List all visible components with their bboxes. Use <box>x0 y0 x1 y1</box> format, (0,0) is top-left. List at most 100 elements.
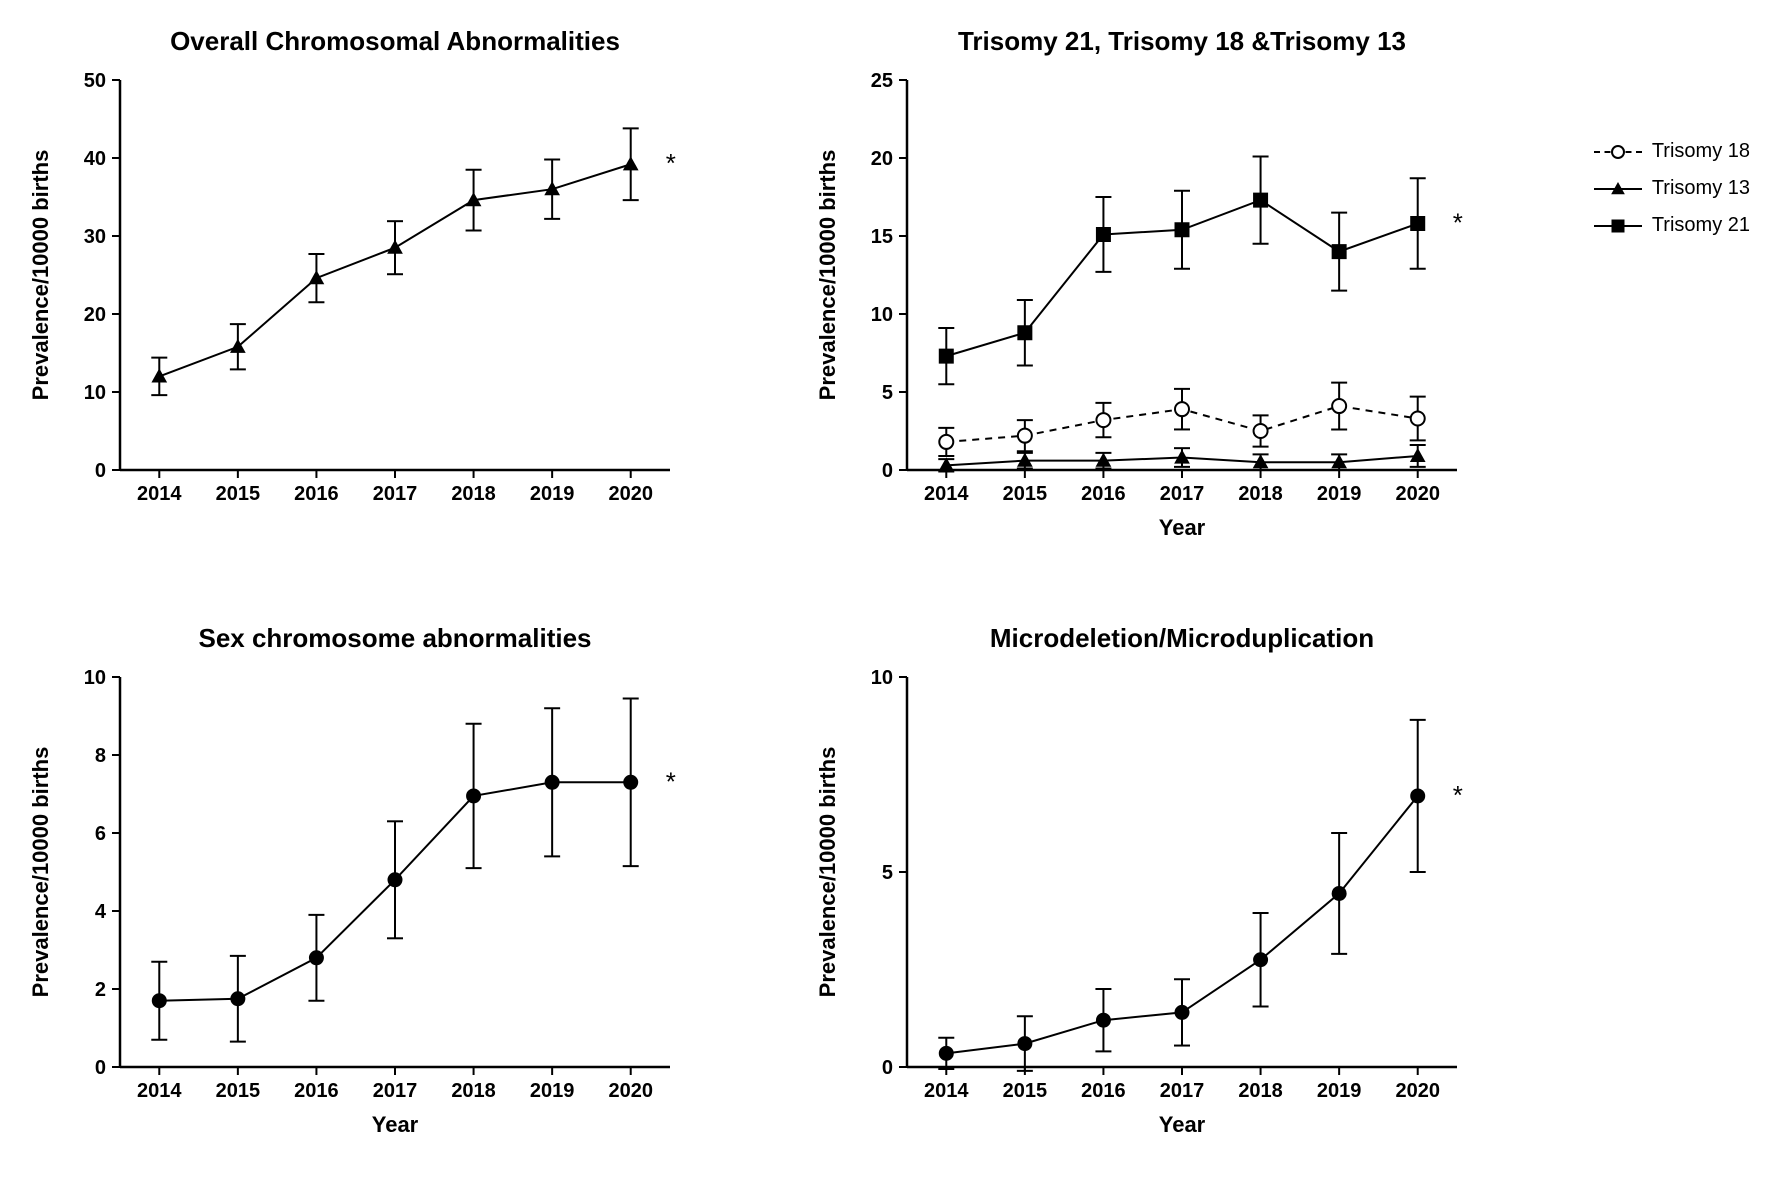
legend-label: Trisomy 21 <box>1652 214 1750 237</box>
chart-trisomy: Trisomy 21, Trisomy 18 &Trisomy 13 0 5 10 15… <box>807 20 1507 560</box>
marker-square <box>1096 227 1110 241</box>
marker-circle <box>1411 788 1425 802</box>
x-tick-label: 2014 <box>137 483 182 505</box>
y-tick-label: 20 <box>871 148 893 170</box>
legend-marker-icon <box>1610 181 1626 197</box>
x-tick-label: 2017 <box>1160 483 1205 505</box>
marker-square <box>1411 217 1425 231</box>
chart-title: Overall Chromosomal Abnormalities <box>170 26 620 56</box>
y-tick-label: 25 <box>871 70 893 92</box>
marker-square <box>1175 223 1189 237</box>
x-tick-label: 2019 <box>530 483 575 505</box>
marker-circle <box>939 1046 953 1060</box>
legend-item: Trisomy 13 <box>1594 177 1750 200</box>
marker-open-circle <box>1018 429 1032 443</box>
marker-open-circle <box>939 435 953 449</box>
legend-swatch <box>1594 216 1642 236</box>
chart-micro: Microdeletion/Microduplication0510201420… <box>807 617 1507 1157</box>
marker-circle <box>545 775 559 789</box>
y-tick-label: 10 <box>871 304 893 326</box>
legend: Trisomy 18 Trisomy 13 Trisomy 21 <box>1594 140 1750 251</box>
marker-circle <box>624 775 638 789</box>
legend-swatch <box>1594 179 1642 199</box>
x-tick-label: 2016 <box>1081 483 1126 505</box>
x-tick-label: 2015 <box>1003 1080 1048 1102</box>
x-tick-label: 2020 <box>1395 1080 1440 1102</box>
marker-open-circle <box>1253 424 1267 438</box>
significance-marker: * <box>666 766 676 796</box>
y-tick-label: 10 <box>871 667 893 689</box>
y-axis-label: Prevalence/10000 births <box>28 150 53 401</box>
marker-open-circle <box>1096 413 1110 427</box>
x-axis-label: Year <box>1159 515 1206 540</box>
marker-circle <box>467 788 481 802</box>
marker-circle <box>152 993 166 1007</box>
x-tick-label: 2020 <box>608 483 653 505</box>
chart-overall: Overall Chromosomal Abnormalities 0 10 20 30… <box>20 20 720 560</box>
x-tick-label: 2018 <box>451 483 496 505</box>
x-tick-label: 2015 <box>216 483 261 505</box>
y-tick-label: 10 <box>84 382 106 404</box>
legend-item: Trisomy 21 <box>1594 214 1750 237</box>
x-tick-label: 2016 <box>294 483 339 505</box>
y-tick-label: 15 <box>871 226 893 248</box>
chart-title: Microdeletion/Microduplication <box>990 623 1374 653</box>
x-tick-label: 2016 <box>1081 1080 1126 1102</box>
chart-title: Trisomy 21, Trisomy 18 &Trisomy 13 <box>958 26 1406 56</box>
marker-circle <box>309 950 323 964</box>
y-tick-label: 20 <box>84 304 106 326</box>
x-tick-label: 2019 <box>1317 1080 1362 1102</box>
marker-triangle <box>152 369 166 382</box>
chart-title: Sex chromosome abnormalities <box>198 623 591 653</box>
significance-marker: * <box>1453 208 1463 238</box>
x-tick-label: 2014 <box>137 1080 182 1102</box>
x-tick-label: 2017 <box>373 483 418 505</box>
panel-trisomy: Trisomy 21, Trisomy 18 &Trisomy 13 0 5 10 15… <box>807 20 1564 577</box>
y-tick-label: 30 <box>84 226 106 248</box>
marker-open-circle <box>1411 412 1425 426</box>
marker-triangle <box>624 157 638 170</box>
panel-micro: Microdeletion/Microduplication0510201420… <box>807 617 1564 1174</box>
figure-grid: Overall Chromosomal Abnormalities0102030… <box>20 20 1750 1173</box>
x-tick-label: 2015 <box>1003 483 1048 505</box>
marker-circle <box>1018 1036 1032 1050</box>
y-tick-label: 2 <box>95 979 106 1001</box>
x-tick-label: 2015 <box>216 1080 261 1102</box>
marker-square <box>1018 326 1032 340</box>
marker-circle <box>231 991 245 1005</box>
chart-sex: Sex chromosome abnormalities024681020142… <box>20 617 720 1157</box>
y-tick-label: 0 <box>95 460 106 482</box>
marker-square <box>1332 245 1346 259</box>
x-tick-label: 2020 <box>1395 483 1440 505</box>
marker-circle <box>1096 1013 1110 1027</box>
x-tick-label: 2014 <box>924 483 969 505</box>
y-axis-label: Prevalence/10000 births <box>815 150 840 401</box>
x-tick-label: 2018 <box>1238 483 1283 505</box>
y-tick-label: 0 <box>882 460 893 482</box>
x-tick-label: 2014 <box>924 1080 969 1102</box>
y-tick-label: 5 <box>882 382 893 404</box>
x-tick-label: 2019 <box>1317 483 1362 505</box>
x-tick-label: 2018 <box>451 1080 496 1102</box>
x-tick-label: 2020 <box>608 1080 653 1102</box>
legend-marker-icon <box>1610 218 1626 234</box>
x-tick-label: 2019 <box>530 1080 575 1102</box>
panel-overall: Overall Chromosomal Abnormalities 0 10 20 30… <box>20 20 777 577</box>
marker-circle <box>1332 886 1346 900</box>
marker-circle <box>388 872 402 886</box>
y-tick-label: 8 <box>95 745 106 767</box>
x-tick-label: 2017 <box>373 1080 418 1102</box>
legend-label: Trisomy 13 <box>1652 177 1750 200</box>
x-axis-label: Year <box>1159 1112 1206 1137</box>
marker-triangle <box>1411 449 1425 462</box>
marker-triangle <box>388 241 402 254</box>
y-tick-label: 50 <box>84 70 106 92</box>
legend-item: Trisomy 18 <box>1594 140 1750 163</box>
significance-marker: * <box>666 148 676 178</box>
significance-marker: * <box>1453 779 1463 809</box>
x-tick-label: 2018 <box>1238 1080 1283 1102</box>
marker-circle <box>1253 952 1267 966</box>
y-axis-label: Prevalence/10000 births <box>28 746 53 997</box>
legend-label: Trisomy 18 <box>1652 140 1750 163</box>
y-tick-label: 0 <box>882 1057 893 1079</box>
